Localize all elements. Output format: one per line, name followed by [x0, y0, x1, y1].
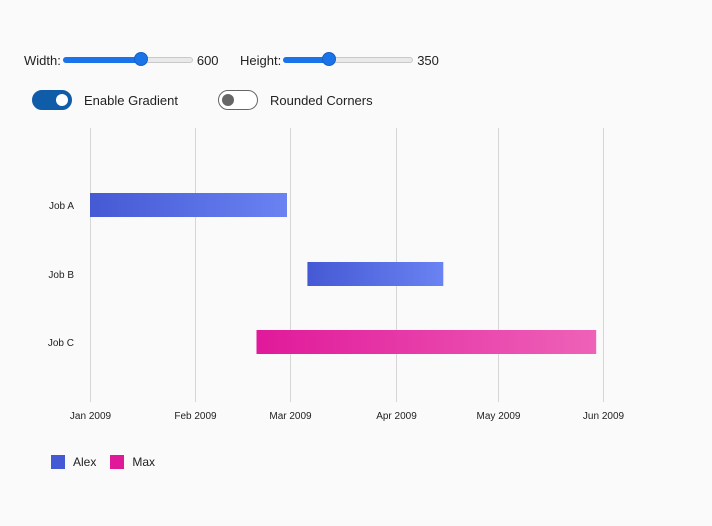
category-label: Job C [48, 338, 74, 349]
x-tick-label: Jan 2009 [70, 411, 112, 422]
width-slider-thumb[interactable] [133, 52, 148, 66]
size-controls: Width: 600 Height: 350 [24, 48, 664, 72]
grid-lines [90, 128, 604, 402]
x-tick-label: Jun 2009 [583, 411, 625, 422]
enable-gradient-control: Enable Gradient [32, 89, 178, 111]
width-label: Width: [24, 52, 61, 68]
height-control: Height: 350 [240, 48, 439, 72]
width-control: Width: 600 [24, 48, 219, 72]
toggle-knob [56, 94, 68, 106]
category-label: Job A [49, 201, 74, 212]
gantt-chart: Job A Job B Job C Jan 2009 Feb 2009 Mar 2009… [48, 128, 625, 422]
width-slider-fill [62, 57, 141, 63]
legend-item-alex[interactable]: Alex [51, 455, 96, 469]
enable-gradient-label: Enable Gradient [84, 92, 178, 108]
option-toggles: Enable Gradient Rounded Corners [32, 89, 672, 111]
height-label: Height: [240, 52, 282, 68]
legend-swatch [110, 455, 125, 469]
task-bars [90, 193, 597, 354]
category-labels: Job A Job B Job C [48, 201, 74, 349]
x-tick-label: Mar 2009 [269, 411, 312, 422]
x-axis-tick-labels: Jan 2009 Feb 2009 Mar 2009 Apr 2009 May 2009… [70, 411, 625, 422]
legend-label: Max [132, 455, 156, 469]
height-slider[interactable] [283, 50, 414, 70]
height-value: 350 [417, 52, 439, 68]
rounded-corners-label: Rounded Corners [270, 92, 373, 108]
chart-legend: Alex Max [51, 453, 169, 471]
width-value: 600 [196, 52, 219, 68]
height-slider-fill [283, 57, 330, 63]
width-slider[interactable] [62, 50, 193, 70]
rounded-corners-control: Rounded Corners [218, 89, 373, 111]
legend-swatch [51, 455, 65, 469]
task-bar-job-b[interactable] [307, 262, 444, 286]
x-tick-label: Apr 2009 [376, 411, 417, 422]
rounded-corners-toggle[interactable] [218, 90, 258, 110]
task-bar-job-a[interactable] [90, 193, 287, 217]
x-tick-label: May 2009 [477, 411, 521, 422]
x-tick-label: Feb 2009 [174, 411, 217, 422]
legend-item-max[interactable]: Max [110, 455, 155, 469]
task-bar-job-c[interactable] [256, 330, 597, 354]
height-slider-thumb[interactable] [322, 52, 337, 66]
legend-label: Alex [73, 455, 97, 469]
toggle-knob [222, 94, 234, 106]
enable-gradient-toggle[interactable] [32, 90, 72, 110]
category-label: Job B [48, 270, 74, 281]
